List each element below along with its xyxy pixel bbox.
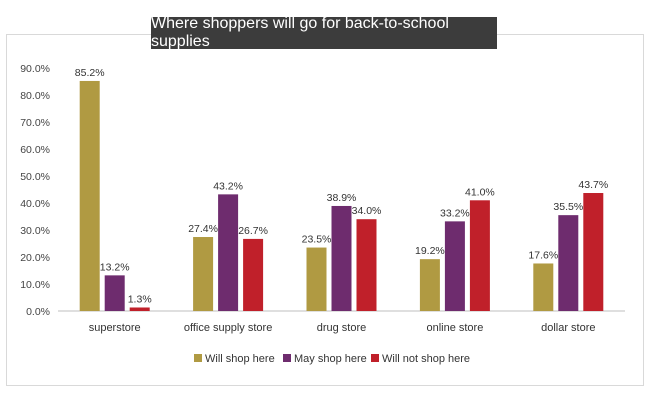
y-tick-label: 20.0% [20,252,50,264]
data-label: 23.5% [302,234,332,246]
bar [331,205,352,311]
legend-label: Will shop here [205,353,275,365]
data-labels: 85.2%13.2%1.3%27.4%43.2%26.7%23.5%38.9%3… [75,67,608,306]
bar [583,193,604,311]
category-label: drug store [317,322,367,334]
data-label: 34.0% [352,205,382,217]
legend-swatch [283,354,291,362]
bar [558,215,579,311]
y-axis-ticks: 0.0% 10.0% 20.0% 30.0% 40.0% 50.0% 60.0% 70.0% 8… [20,63,50,318]
bar [218,194,239,311]
bar [469,200,490,311]
data-label: 41.0% [465,186,495,198]
y-tick-label: 10.0% [20,279,50,291]
data-label: 27.4% [188,223,218,235]
data-label: 85.2% [75,67,105,79]
category-label: online store [426,322,483,334]
bar [444,221,465,311]
bar [104,275,125,311]
bar [419,259,440,311]
bar [129,307,150,311]
legend-swatch [371,354,379,362]
y-tick-label: 30.0% [20,225,50,237]
y-tick-label: 40.0% [20,198,50,210]
data-label: 43.7% [578,179,608,191]
bar [356,219,377,311]
legend-label: May shop here [294,353,367,365]
legend-swatch [194,354,202,362]
legend-label: Will not shop here [382,353,470,365]
bar [79,80,100,312]
y-tick-label: 90.0% [20,63,50,75]
y-tick-label: 70.0% [20,117,50,129]
category-label: dollar store [541,322,595,334]
data-label: 35.5% [553,201,583,213]
data-label: 19.2% [415,245,445,257]
data-label: 17.6% [528,249,558,261]
y-tick-label: 80.0% [20,90,50,102]
data-label: 13.2% [100,261,130,273]
legend: Will shop here May shop here Will not shop… [194,353,470,365]
chart-title: Where shoppers will go for back-to-schoo… [151,15,497,50]
bar [306,247,327,311]
bar [193,237,214,311]
data-label: 26.7% [238,225,268,237]
chart-frame [6,34,644,386]
bar [243,238,264,311]
y-tick-label: 60.0% [20,144,50,156]
category-labels: superstore office supply store drug store o… [89,322,596,334]
data-label: 38.9% [327,192,357,204]
bar [533,263,554,311]
data-label: 33.2% [440,207,470,219]
data-label: 43.2% [213,180,243,192]
data-label: 1.3% [128,293,152,305]
category-label: superstore [89,322,141,334]
y-tick-label: 0.0% [26,306,50,318]
category-label: office supply store [184,322,272,334]
bars [79,80,604,312]
y-tick-label: 50.0% [20,171,50,183]
